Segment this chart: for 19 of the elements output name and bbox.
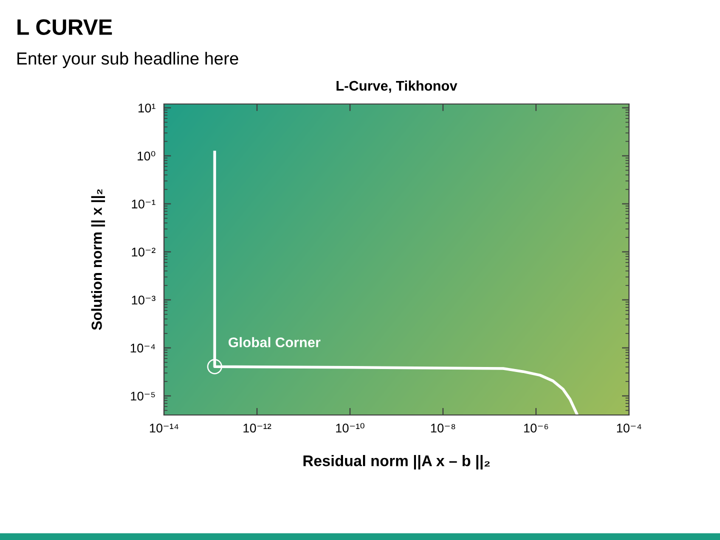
x-axis-title: Residual norm ||A x – b ||₂ — [304, 455, 490, 470]
annotation: Global Corner — [228, 337, 320, 348]
x-tick-label: 10⁻⁴ — [617, 424, 642, 433]
y-tick-label: 10⁻⁵ — [130, 392, 155, 401]
x-tick-label: 10⁻¹² — [244, 424, 272, 433]
y-tick-label: 10¹ — [138, 104, 156, 112]
chart-subtitle: Enter your sub headline here — [17, 52, 238, 68]
y-tick-label: 10⁻⁴ — [130, 344, 156, 353]
y-tick-label: 10⁻¹ — [132, 200, 156, 208]
chart-title: L CURVE — [17, 19, 112, 35]
x-tick-label: 10⁻¹⁴ — [150, 424, 178, 433]
y-tick-label: 10⁰ — [138, 151, 156, 160]
x-tick-label: 10⁻¹⁰ — [336, 423, 364, 433]
text: L-Curve, Tikhonov — [336, 80, 458, 93]
x-tick-label: 10⁻⁶ — [524, 424, 548, 433]
y-tick-label: 10⁻² — [132, 248, 156, 256]
y-tick-label: 10⁻³ — [132, 296, 156, 305]
x-tick-label: 10⁻⁸ — [431, 424, 456, 433]
y-axis-title: Solution norm || x ||₂ — [91, 189, 105, 330]
